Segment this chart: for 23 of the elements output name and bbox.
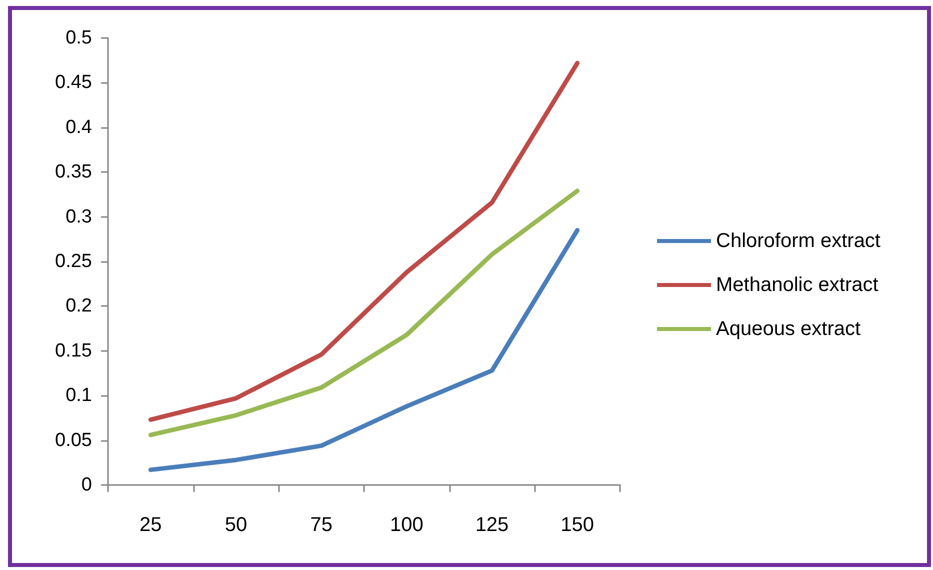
x-tick-label: 50 bbox=[224, 514, 248, 536]
x-tick-label: 75 bbox=[310, 514, 332, 536]
y-tick-label: 0.1 bbox=[66, 385, 92, 406]
y-tick-label: 0.4 bbox=[66, 116, 92, 138]
line-series bbox=[148, 60, 580, 422]
y-tick-label: 0.3 bbox=[66, 206, 92, 228]
x-tick-label: 150 bbox=[560, 514, 594, 536]
y-tick-label: 0 bbox=[81, 474, 92, 496]
line-series bbox=[148, 188, 580, 438]
line-series bbox=[148, 228, 580, 472]
legend-label: Methanolic extract bbox=[716, 274, 879, 296]
y-tick-label: 0.05 bbox=[55, 430, 92, 451]
legend-label: Chloroform extract bbox=[716, 230, 881, 252]
y-tick-label: 0.15 bbox=[55, 340, 92, 362]
x-tick-label: 100 bbox=[390, 514, 424, 536]
y-tick-label: 0.5 bbox=[66, 28, 92, 48]
legend-label: Aqueous extract bbox=[716, 318, 861, 340]
y-tick-label: 0.25 bbox=[55, 251, 92, 272]
y-tick-label: 0.35 bbox=[55, 162, 92, 183]
x-tick-label: 25 bbox=[140, 514, 162, 536]
y-tick-label: 0.2 bbox=[66, 296, 92, 317]
x-tick-label: 125 bbox=[475, 514, 509, 536]
y-tick-label: 0.45 bbox=[55, 72, 92, 94]
